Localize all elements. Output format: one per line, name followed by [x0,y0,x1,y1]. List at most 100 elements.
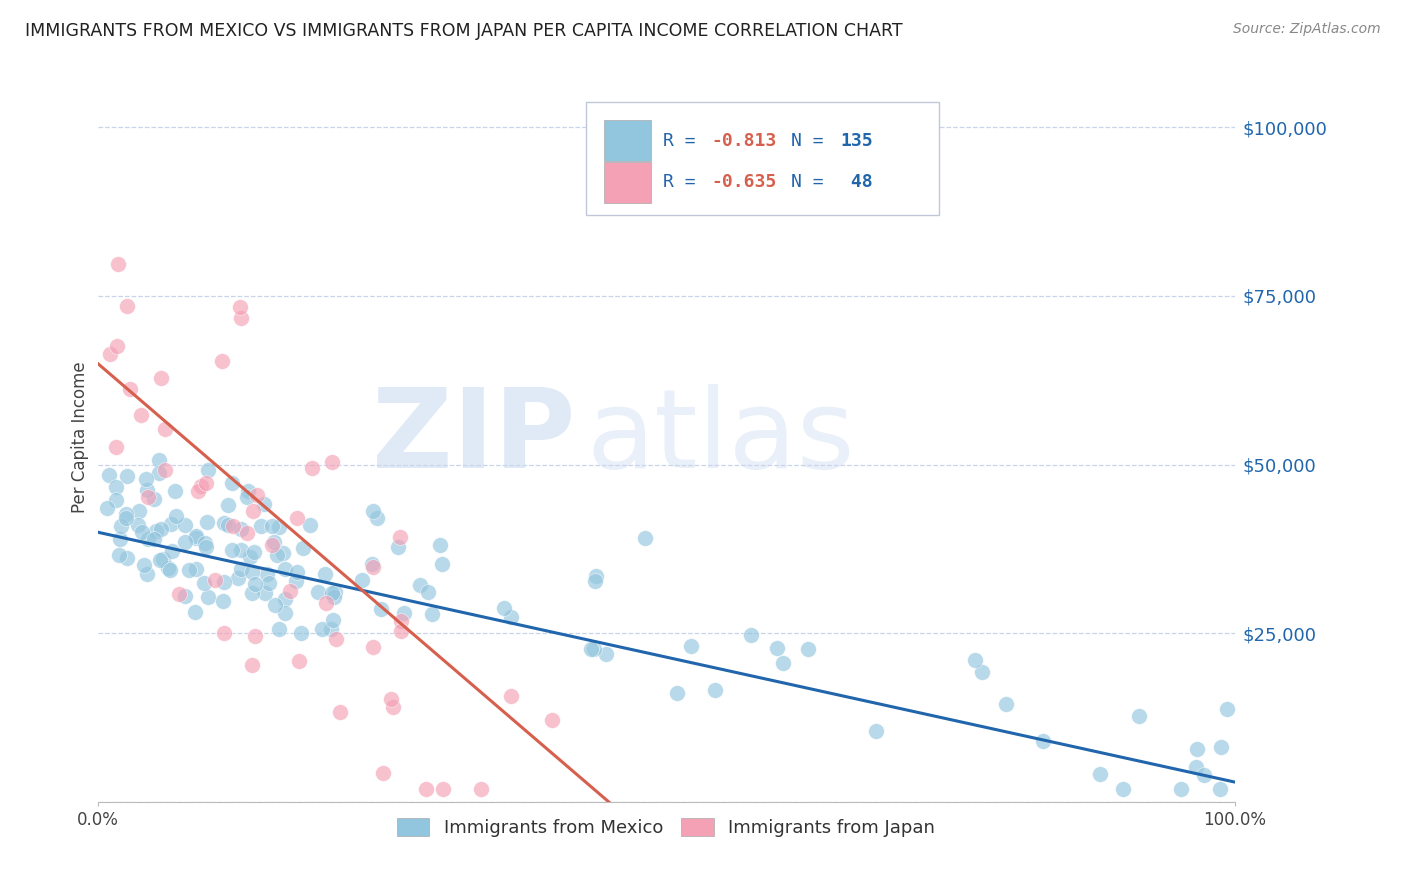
Point [301,461,323,475]
Point [314,567,336,582]
Point [240,565,263,579]
Point [115,469,138,483]
Point [96,501,118,516]
Point [321,455,343,469]
Point [323,591,346,605]
Point [307,585,329,599]
Point [142,492,165,507]
Point [679,639,702,653]
Point [245,630,267,644]
Point [195,540,218,554]
Point [187,483,209,498]
Point [131,408,153,422]
Point [291,541,314,556]
Point [797,642,820,657]
Point [1170,781,1192,796]
Point [160,544,183,558]
Point [221,543,243,558]
Point [249,519,271,533]
Point [432,557,454,571]
Point [325,632,347,646]
Point [389,530,412,544]
Point [193,576,215,591]
Point [212,594,235,608]
Point [110,532,132,546]
Point [254,585,277,599]
Point [110,519,132,533]
Point [274,562,297,576]
Y-axis label: Per Capita Income: Per Capita Income [72,362,89,514]
Point [1192,768,1215,782]
Point [143,532,166,546]
Point [197,591,219,605]
Point [195,516,218,530]
Point [239,549,262,564]
Point [1032,734,1054,748]
Point [1185,760,1208,774]
Point [408,578,430,592]
Point [118,382,141,396]
Text: R =: R = [662,132,706,150]
Text: -0.635: -0.635 [711,173,776,192]
Point [217,498,239,512]
Point [221,475,243,490]
Point [105,338,128,352]
Point [382,699,405,714]
Point [212,575,235,590]
Point [541,714,564,728]
Point [236,526,259,541]
Point [150,522,173,536]
Point [371,766,394,780]
Point [104,440,127,454]
Point [114,510,136,524]
Text: N =: N = [792,173,835,192]
Point [117,551,139,566]
Point [128,503,150,517]
Point [772,656,794,670]
Point [186,529,208,543]
Point [665,686,688,700]
Point [361,640,384,654]
Point [995,698,1018,712]
Point [432,781,454,796]
Point [240,586,263,600]
Point [704,683,727,698]
Point [366,511,388,525]
Point [214,626,236,640]
Point [420,607,443,621]
Point [165,483,187,498]
Point [167,587,190,601]
Text: IMMIGRANTS FROM MEXICO VS IMMIGRANTS FROM JAPAN PER CAPITA INCOME CORRELATION CH: IMMIGRANTS FROM MEXICO VS IMMIGRANTS FRO… [25,22,903,40]
Point [1185,741,1208,756]
Point [740,628,762,642]
FancyBboxPatch shape [603,120,651,161]
Point [321,586,343,600]
Point [153,463,176,477]
Point [236,491,259,505]
Point [595,647,617,661]
Point [271,545,294,559]
Point [389,624,412,638]
Point [136,532,159,546]
Point [1128,709,1150,723]
Point [135,483,157,497]
Point [963,653,986,667]
Point [190,479,212,493]
Point [429,537,451,551]
Point [387,540,409,554]
Point [135,472,157,486]
Point [246,488,269,502]
Text: 135: 135 [839,132,873,150]
Point [583,641,606,656]
Point [278,584,301,599]
Point [127,518,149,533]
Point [149,371,172,385]
Point [267,520,290,534]
Point [392,607,415,621]
Point [262,538,284,552]
Point [240,658,263,673]
Point [285,510,308,524]
Point [415,781,437,796]
Point [226,571,249,585]
Point [229,301,252,315]
